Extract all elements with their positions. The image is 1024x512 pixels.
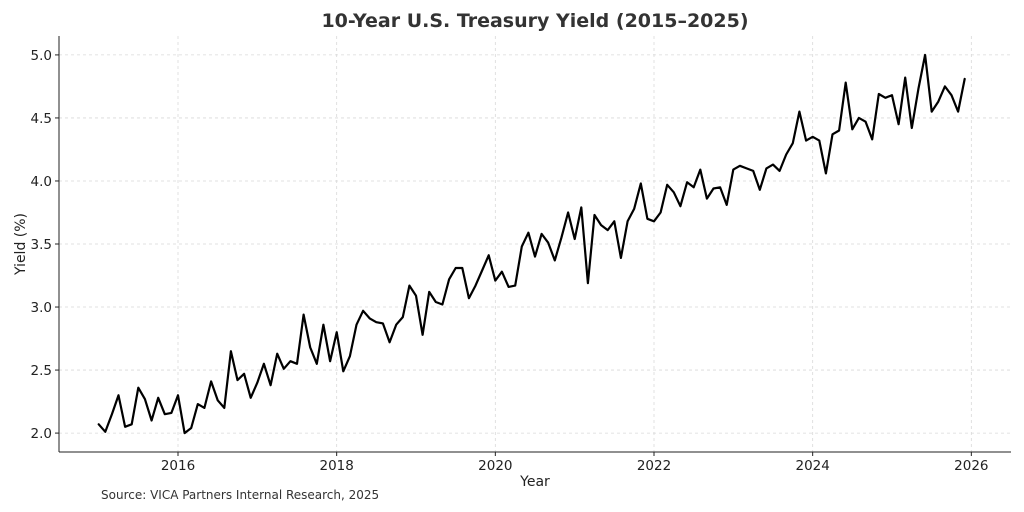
x-axis-label: Year <box>519 474 550 490</box>
x-tick-label: 2022 <box>637 458 671 474</box>
chart-title: 10-Year U.S. Treasury Yield (2015–2025) <box>321 10 748 32</box>
source-note: Source: VICA Partners Internal Research,… <box>101 488 379 502</box>
x-tick-label: 2024 <box>795 458 829 474</box>
y-tick-label: 5.0 <box>31 48 52 64</box>
x-tick-label: 2026 <box>954 458 988 474</box>
x-axis-ticks: 2016 2018 2020 2022 2024 2026 <box>161 452 989 474</box>
series-line <box>97 53 966 435</box>
y-tick-label: 4.0 <box>31 174 52 190</box>
gridlines <box>59 36 1011 452</box>
y-tick-label: 3.5 <box>31 237 52 253</box>
x-tick-label: 2018 <box>319 458 353 474</box>
y-tick-label: 2.5 <box>31 363 52 379</box>
x-tick-label: 2020 <box>478 458 512 474</box>
y-axis-ticks: 2.0 2.5 3.0 3.5 4.0 4.5 5.0 <box>31 48 59 442</box>
y-axis-label: Yield (%) <box>13 213 29 276</box>
plot-area <box>97 53 966 435</box>
y-tick-label: 3.0 <box>31 300 52 316</box>
x-tick-label: 2016 <box>161 458 195 474</box>
y-tick-label: 4.5 <box>31 111 52 127</box>
y-tick-label: 2.0 <box>31 426 52 442</box>
